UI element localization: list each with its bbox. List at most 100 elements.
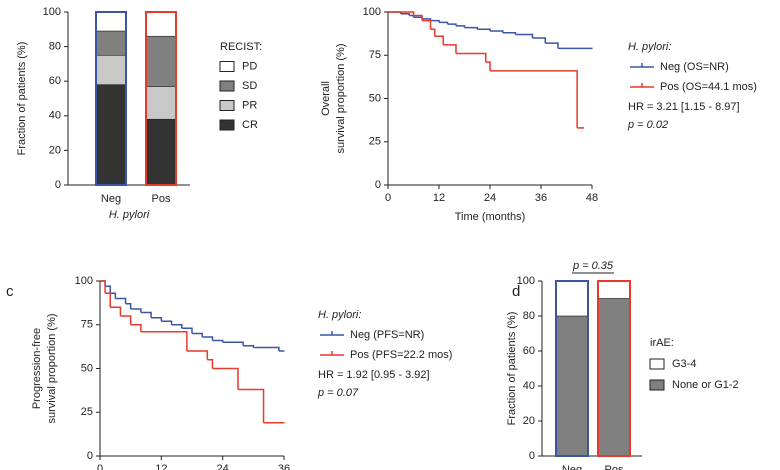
y-axis-label: Progression-free xyxy=(31,328,43,409)
legend-label: PD xyxy=(242,60,257,72)
y-tick-label: 60 xyxy=(49,75,61,87)
survival-step xyxy=(202,336,214,341)
survival-step xyxy=(115,297,127,304)
bar-segment xyxy=(145,11,177,37)
survival-step xyxy=(430,28,436,37)
survival-step xyxy=(100,280,106,287)
survival-step xyxy=(120,315,132,325)
bar-segment xyxy=(145,35,177,87)
survival-step xyxy=(515,33,534,38)
legend-label: Pos (OS=44.1 mos) xyxy=(660,81,757,93)
bar-outline xyxy=(555,280,589,457)
y-tick-label: 0 xyxy=(87,450,93,462)
x-tick-label: 12 xyxy=(155,463,167,470)
survival-step xyxy=(447,23,457,26)
annotation: p = 0.35 xyxy=(572,260,614,272)
y-tick-label: 80 xyxy=(49,41,61,53)
survival-step xyxy=(130,324,142,332)
bar-outline xyxy=(145,11,177,186)
y-tick-label: 20 xyxy=(523,415,535,427)
survival-step xyxy=(181,327,193,334)
y-tick-label: 80 xyxy=(523,310,535,322)
survival-step xyxy=(456,52,487,63)
survival-step xyxy=(545,42,559,49)
bar-segment xyxy=(95,30,127,56)
survival-step xyxy=(125,303,132,309)
y-axis-label: Overall xyxy=(320,81,332,116)
survival-step xyxy=(110,306,122,316)
bar-segment xyxy=(597,298,631,457)
survival-step xyxy=(181,331,188,351)
survival-step xyxy=(439,21,449,25)
legend-title: H. pylori: xyxy=(628,41,671,53)
x-tick-label: 24 xyxy=(217,463,229,470)
bar-segment xyxy=(597,280,631,299)
legend-swatch xyxy=(649,358,665,370)
survival-step xyxy=(130,308,142,313)
x-tick-label: Neg xyxy=(101,193,121,205)
survival-step xyxy=(477,28,491,32)
y-tick-label: 25 xyxy=(369,136,381,148)
survival-step xyxy=(258,388,265,423)
y-axis-label: survival proportion (%) xyxy=(46,313,58,423)
survival-step xyxy=(253,346,280,351)
survival-step xyxy=(186,350,209,360)
x-tick-label: 36 xyxy=(278,463,290,470)
survival-step xyxy=(222,341,244,346)
panel-label: c xyxy=(6,283,14,300)
legend-swatch xyxy=(219,119,235,131)
annotation: p = 0.02 xyxy=(627,119,668,131)
x-tick-label: 0 xyxy=(385,192,391,204)
y-tick-label: 40 xyxy=(523,380,535,392)
y-tick-label: 20 xyxy=(49,144,61,156)
y-axis-label: survival proportion (%) xyxy=(335,43,347,153)
legend-label: None or G1-2 xyxy=(672,379,739,391)
bar-outline xyxy=(597,280,631,457)
annotation: p = 0.07 xyxy=(317,387,359,399)
annotation: HR = 1.92 [0.95 - 3.92] xyxy=(318,369,430,381)
survival-step xyxy=(502,32,517,35)
survival-step xyxy=(192,332,203,337)
survival-step xyxy=(413,14,423,21)
survival-step xyxy=(207,359,214,369)
y-axis-label: Fraction of patients (%) xyxy=(506,312,518,426)
legend-swatch xyxy=(649,379,665,391)
legend-title: RECIST: xyxy=(220,41,262,53)
legend-label: Neg (OS=NR) xyxy=(660,61,729,73)
legend-swatch xyxy=(219,80,235,92)
y-tick-label: 50 xyxy=(81,362,93,374)
bar-outline xyxy=(95,11,127,186)
survival-step xyxy=(243,345,255,348)
legend-label: PR xyxy=(242,99,257,111)
y-tick-label: 0 xyxy=(55,179,61,191)
bar-segment xyxy=(555,280,589,317)
x-tick-label: Pos xyxy=(605,464,624,470)
y-tick-label: 75 xyxy=(81,319,93,331)
x-axis-label: Time (months) xyxy=(455,211,526,223)
survival-step xyxy=(409,14,415,18)
survival-step xyxy=(105,285,111,294)
y-tick-label: 40 xyxy=(49,110,61,122)
y-tick-label: 0 xyxy=(529,450,535,462)
y-tick-label: 100 xyxy=(75,275,93,287)
y-tick-label: 60 xyxy=(523,345,535,357)
bar-segment xyxy=(95,11,127,32)
survival-step xyxy=(161,320,173,325)
survival-step xyxy=(105,292,111,308)
survival-step xyxy=(388,11,415,16)
x-tick-label: 0 xyxy=(97,463,103,470)
survival-step xyxy=(430,19,440,23)
bar-segment xyxy=(145,86,177,120)
survival-step xyxy=(485,61,491,71)
legend-label: G3-4 xyxy=(672,358,696,370)
x-axis-label: H. pylori xyxy=(109,209,150,221)
survival-step xyxy=(575,70,578,128)
survival-step xyxy=(434,35,444,45)
survival-step xyxy=(464,26,478,30)
y-tick-label: 100 xyxy=(517,275,535,287)
x-tick-label: Pos xyxy=(152,193,171,205)
x-tick-label: Neg xyxy=(562,464,582,470)
y-tick-label: 75 xyxy=(369,49,381,61)
